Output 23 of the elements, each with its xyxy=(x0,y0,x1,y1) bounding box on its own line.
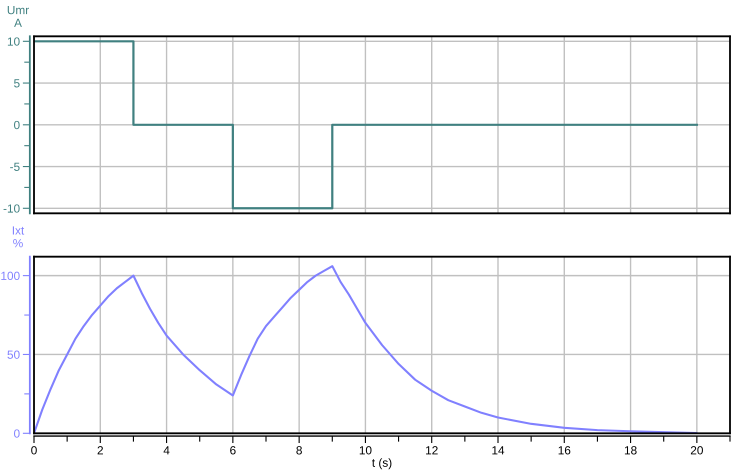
x-axis-title: t (s) xyxy=(372,458,392,470)
y-tick-label: 0 xyxy=(14,429,20,438)
x-tick-label: 12 xyxy=(426,446,438,454)
y-tick-label: 5 xyxy=(14,79,20,88)
x-tick-label: 18 xyxy=(624,446,637,454)
y-tick-label: 50 xyxy=(7,350,20,359)
x-tick-label: 4 xyxy=(164,446,170,454)
line-series xyxy=(34,265,698,434)
x-tick-label: 6 xyxy=(230,446,236,454)
x-tick-label: 0 xyxy=(31,446,37,454)
x-tick-label: 20 xyxy=(690,446,703,454)
y-tick-label: -10 xyxy=(4,204,20,213)
x-tick-label: 8 xyxy=(296,446,302,454)
x-tick-label: 16 xyxy=(558,446,570,454)
x-tick-label: 10 xyxy=(360,446,372,454)
x-tick-label: 2 xyxy=(98,446,103,454)
y-tick-label: 10 xyxy=(8,37,20,46)
y-tick-label: -5 xyxy=(10,162,20,171)
y-tick-label: 0 xyxy=(14,120,20,130)
y-tick-label: 100 xyxy=(1,272,20,280)
x-tick-label: 14 xyxy=(492,446,504,454)
y-axis-title: Ixt % xyxy=(12,226,24,248)
y-axis-title: Umr A xyxy=(8,6,29,27)
